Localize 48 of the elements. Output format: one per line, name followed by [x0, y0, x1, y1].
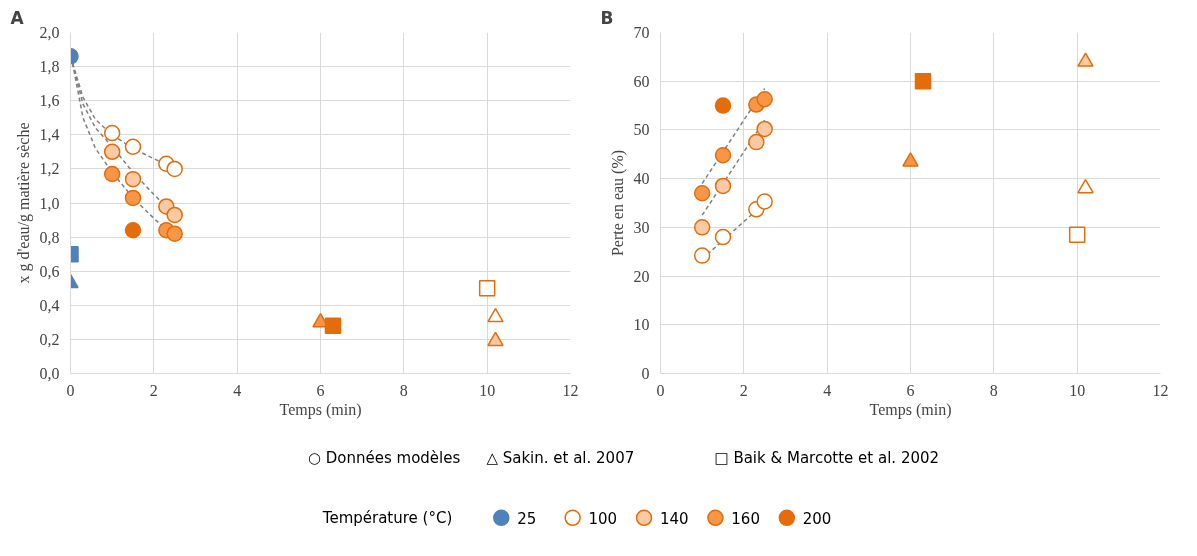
x-tick-label: 4: [823, 381, 832, 399]
x-tick-label: 6: [906, 381, 915, 399]
y-tick-label: 60: [633, 72, 650, 90]
x-tick-label: 10: [1069, 381, 1086, 399]
y-tick-label: 30: [633, 218, 650, 236]
y-tick-label: 1,8: [39, 58, 60, 76]
legend-label: 100: [588, 509, 618, 528]
x-tick-label: 8: [399, 381, 408, 399]
y-tick-label: 0: [641, 365, 650, 382]
text: △ Sakin. et al. 2007: [486, 448, 635, 467]
x-tick-label: 2: [149, 381, 158, 399]
y-tick-label: 0,8: [39, 228, 60, 246]
y-tick-label: 40: [633, 170, 650, 188]
x-tick-label: 6: [316, 381, 325, 399]
y-tick-label: 0,6: [39, 262, 60, 280]
x-axis-title: Temps (min): [279, 400, 362, 419]
legend-title: Température (°C): [321, 508, 453, 527]
y-axis-title: x g d'eau/g matière sèche: [14, 122, 33, 284]
x-tick-label: 10: [479, 381, 496, 399]
y-tick-label: 1,4: [39, 126, 60, 144]
y-tick-label: 2,0: [39, 24, 60, 41]
y-tick-label: 0,4: [39, 296, 60, 314]
text: □ Baik & Marcotte et al. 2002: [714, 448, 940, 467]
chart-title: A: [10, 7, 25, 28]
y-tick-label: 0,0: [39, 365, 60, 382]
x-tick-label: 0: [656, 381, 665, 399]
x-tick-label: 0: [66, 381, 75, 399]
y-tick-label: 1,0: [39, 194, 60, 212]
y-tick-label: 20: [633, 267, 650, 285]
chart-title: B: [600, 7, 614, 28]
x-tick-label: 8: [989, 381, 998, 399]
y-tick-label: 50: [633, 121, 650, 139]
text: ○ Données modèles: [307, 448, 461, 467]
y-tick-label: 1,6: [39, 92, 60, 110]
y-tick-label: 10: [633, 316, 650, 334]
legend-label: 200: [802, 509, 832, 528]
y-tick-label: 70: [633, 24, 650, 41]
x-tick-label: 12: [1152, 381, 1169, 399]
y-tick-label: 1,2: [39, 160, 60, 178]
y-tick-label: 0,2: [39, 330, 60, 348]
x-tick-label: 12: [562, 381, 579, 399]
x-axis-title: Temps (min): [869, 400, 952, 419]
legend-label: 25: [517, 509, 537, 528]
x-tick-label: 4: [233, 381, 242, 399]
x-tick-label: 2: [739, 381, 748, 399]
legend-label: 140: [659, 509, 689, 528]
y-axis-title: Perte en eau (%): [608, 149, 627, 257]
legend-label: 160: [731, 509, 760, 528]
